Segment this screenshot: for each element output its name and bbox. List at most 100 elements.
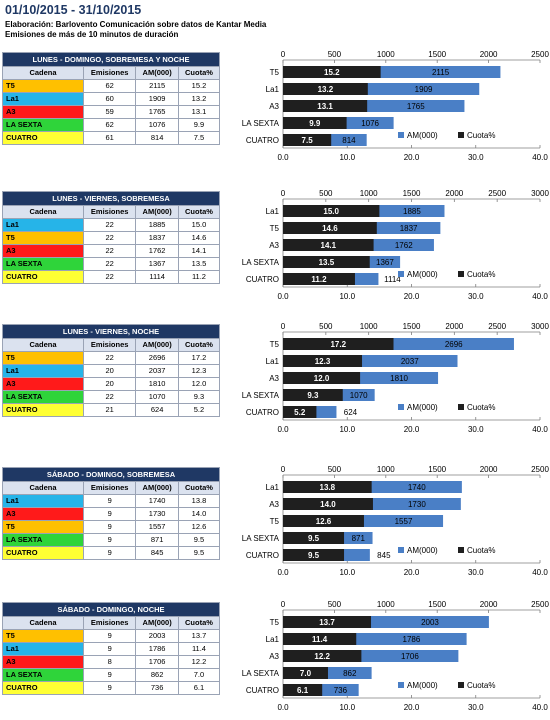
column-header: Cadena	[2, 66, 84, 80]
am-label: 1730	[408, 500, 426, 509]
data-table: SÁBADO - DOMINGO, NOCHE Cadena Emisiones AM…	[2, 602, 221, 695]
cell-cadena: La1	[2, 494, 84, 508]
cell-cuota: 15.2	[177, 79, 221, 93]
am-label: 1070	[350, 391, 368, 400]
column-header: Cadena	[2, 481, 84, 495]
am-label: 1114	[384, 275, 401, 284]
category-label: LA SEXTA	[242, 669, 280, 678]
cuota-bar	[283, 256, 370, 268]
cell-cuota: 9.3	[177, 390, 221, 404]
top-tick-label: 500	[319, 322, 333, 331]
category-label: T5	[270, 224, 280, 233]
am-label: 1786	[403, 635, 421, 644]
table-row: T5 9 2003 13.7	[2, 629, 221, 643]
top-tick-label: 1500	[403, 322, 421, 331]
table-title: LUNES - VIERNES, SOBREMESA	[2, 191, 220, 206]
cell-am: 2037	[135, 364, 179, 378]
category-label: LA SEXTA	[242, 119, 280, 128]
column-header: AM(000)	[135, 481, 179, 495]
bottom-tick-label: 0.0	[277, 425, 289, 434]
cell-am: 736	[135, 681, 179, 695]
category-label: La1	[266, 207, 280, 216]
legend-label-cuota: Cuota%	[467, 131, 495, 140]
cuota-label: 13.8	[320, 483, 336, 492]
column-header: Emisiones	[82, 338, 137, 352]
table-title-row: SÁBADO - DOMINGO, SOBREMESA	[2, 467, 220, 482]
cuota-bar	[283, 667, 328, 679]
table-row: T5 62 2115 15.2	[2, 79, 221, 93]
category-label: La1	[266, 357, 280, 366]
bottom-tick-label: 40.0	[532, 568, 548, 577]
cuota-bar	[283, 616, 372, 628]
bottom-tick-label: 20.0	[404, 568, 420, 577]
cuota-label: 7.5	[302, 136, 314, 145]
cell-am: 2003	[135, 629, 179, 643]
category-label: La1	[266, 483, 280, 492]
column-header: Cadena	[2, 338, 84, 352]
cuota-label: 9.9	[309, 119, 321, 128]
column-header: Cuota%	[177, 616, 221, 630]
am-label: 1076	[361, 119, 379, 128]
cell-emisiones: 22	[82, 244, 137, 258]
cuota-label: 17.2	[330, 340, 346, 349]
category-label: La1	[266, 85, 280, 94]
column-header: Emisiones	[82, 616, 137, 630]
am-label: 1367	[376, 258, 394, 267]
cell-cadena: LA SEXTA	[2, 257, 84, 271]
table-title: LUNES - DOMINGO, SOBREMESA Y NOCHE	[2, 52, 220, 67]
am-label: 1765	[407, 102, 425, 111]
cuota-label: 15.0	[323, 207, 339, 216]
cell-emisiones: 9	[82, 520, 137, 534]
top-tick-label: 0	[281, 600, 286, 609]
cuota-bar	[283, 549, 345, 561]
top-tick-label: 0	[281, 322, 286, 331]
data-table: LUNES - VIERNES, NOCHE Cadena Emisiones AM(…	[2, 324, 221, 417]
table-row: CUATRO 61 814 7.5	[2, 131, 221, 145]
bottom-tick-label: 0.0	[277, 703, 289, 712]
cuota-label: 6.1	[297, 686, 309, 695]
cell-am: 1070	[135, 390, 179, 404]
bottom-tick-label: 10.0	[339, 568, 355, 577]
legend-label-cuota: Cuota%	[467, 546, 495, 555]
am-label: 871	[352, 534, 366, 543]
cell-cuota: 7.0	[177, 668, 221, 682]
table-row: CUATRO 9 736 6.1	[2, 681, 221, 695]
cell-am: 1762	[135, 244, 179, 258]
cuota-label: 15.2	[324, 68, 340, 77]
table-header-row: Cadena Emisiones AM(000) Cuota%	[2, 338, 221, 352]
cell-am: 2696	[135, 351, 179, 365]
cell-am: 2115	[135, 79, 179, 93]
column-header: AM(000)	[135, 616, 179, 630]
top-tick-label: 500	[328, 465, 342, 474]
cuota-bar	[283, 273, 355, 285]
table-row: CUATRO 21 624 5.2	[2, 403, 221, 417]
bottom-tick-label: 0.0	[277, 568, 289, 577]
cell-cadena: A3	[2, 105, 84, 119]
legend-swatch-am	[398, 547, 404, 553]
category-label: CUATRO	[246, 551, 279, 560]
table-title-row: LUNES - VIERNES, NOCHE	[2, 324, 220, 339]
table-row: LA SEXTA 9 862 7.0	[2, 668, 221, 682]
cell-cadena: A3	[2, 377, 84, 391]
legend-swatch-cuota	[458, 132, 464, 138]
top-tick-label: 1000	[377, 465, 395, 474]
cell-am: 1885	[135, 218, 179, 232]
column-header: Cuota%	[177, 338, 221, 352]
cell-am: 1076	[135, 118, 179, 132]
cell-cuota: 13.1	[177, 105, 221, 119]
top-tick-label: 2500	[488, 322, 506, 331]
cuota-bar	[283, 100, 368, 112]
cuota-bar	[283, 66, 381, 78]
top-tick-label: 0	[281, 189, 286, 198]
am-label: 2115	[432, 68, 450, 77]
table-row: T5 22 2696 17.2	[2, 351, 221, 365]
cuota-label: 9.5	[308, 534, 320, 543]
cuota-label: 13.7	[319, 618, 335, 627]
bottom-tick-label: 10.0	[339, 425, 355, 434]
am-label: 845	[377, 551, 391, 560]
cell-cadena: LA SEXTA	[2, 390, 84, 404]
table-row: LA SEXTA 22 1367 13.5	[2, 257, 221, 271]
table-row: A3 8 1706 12.2	[2, 655, 221, 669]
report-header: 01/10/2015 - 31/10/2015 Elaboración: Bar…	[5, 3, 545, 40]
legend-label-cuota: Cuota%	[467, 270, 495, 279]
